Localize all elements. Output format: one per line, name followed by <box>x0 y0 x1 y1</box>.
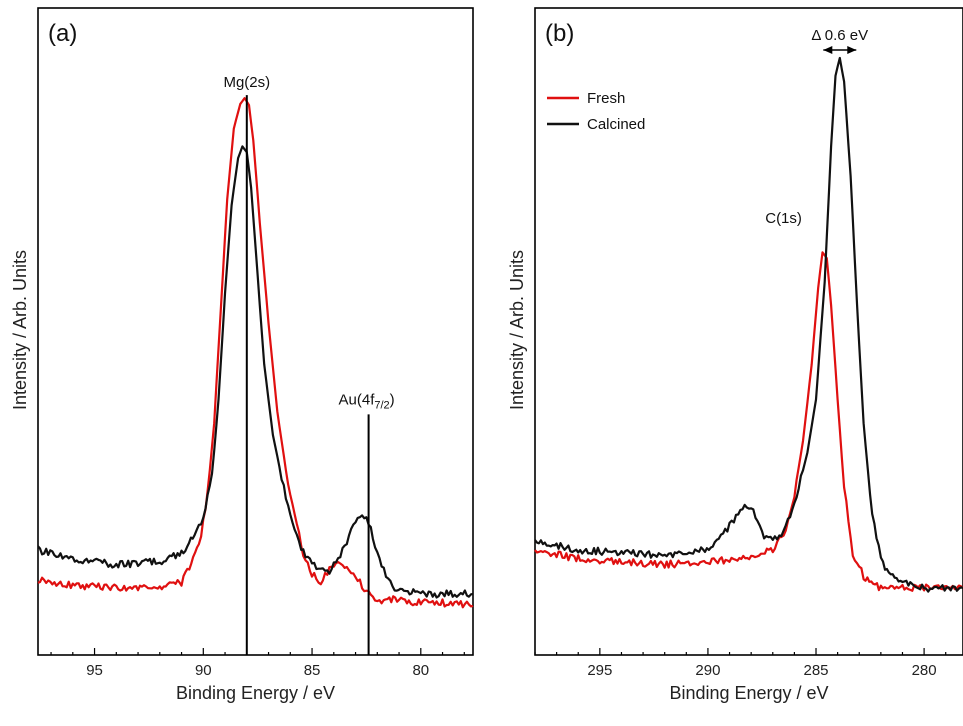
legend-label-calcined: Calcined <box>587 116 645 133</box>
x-axis-title: Binding Energy / eV <box>176 683 335 703</box>
plot-frame <box>534 7 963 656</box>
annotation-label: Au(4f7/2) <box>339 391 395 411</box>
annotation-label-end: ) <box>390 391 395 408</box>
annotation-label-main: Au(4f <box>339 391 376 408</box>
x-tick-label: 80 <box>412 662 429 679</box>
x-tick-label: 295 <box>587 662 612 679</box>
series-line-calcined <box>534 56 963 593</box>
annotation-label-sub: 7/2 <box>374 399 389 411</box>
series-line-fresh <box>534 251 963 592</box>
panel-b: 295 290 285 280 Binding Energy / eV Intensity… <box>507 7 963 703</box>
legend-label-fresh: Fresh <box>587 90 625 107</box>
shift-label: Δ 0.6 eV <box>811 27 868 44</box>
panel-a: 95 90 85 80 Binding Energy / eV Intensity / A… <box>10 7 474 703</box>
plot-frame <box>37 7 474 656</box>
x-tick-label: 95 <box>86 662 103 679</box>
shift-arrow-head-left <box>823 46 833 54</box>
x-tick-label: 285 <box>803 662 828 679</box>
annotation-label: C(1s) <box>765 210 802 227</box>
x-tick-label: 85 <box>304 662 321 679</box>
series-line-calcined <box>37 145 474 599</box>
series-line-fresh <box>37 96 474 609</box>
x-tick-label: 290 <box>695 662 720 679</box>
shift-arrow-head-right <box>847 46 857 54</box>
x-tick-label: 90 <box>195 662 212 679</box>
annotation-label: Mg(2s) <box>223 74 270 91</box>
panel-label: (b) <box>545 20 574 47</box>
y-axis-title: Intensity / Arb. Units <box>507 250 527 410</box>
panel-label: (a) <box>48 20 77 47</box>
x-tick-label: 280 <box>912 662 937 679</box>
y-axis-title: Intensity / Arb. Units <box>10 250 30 410</box>
x-axis-title: Binding Energy / eV <box>669 683 828 703</box>
